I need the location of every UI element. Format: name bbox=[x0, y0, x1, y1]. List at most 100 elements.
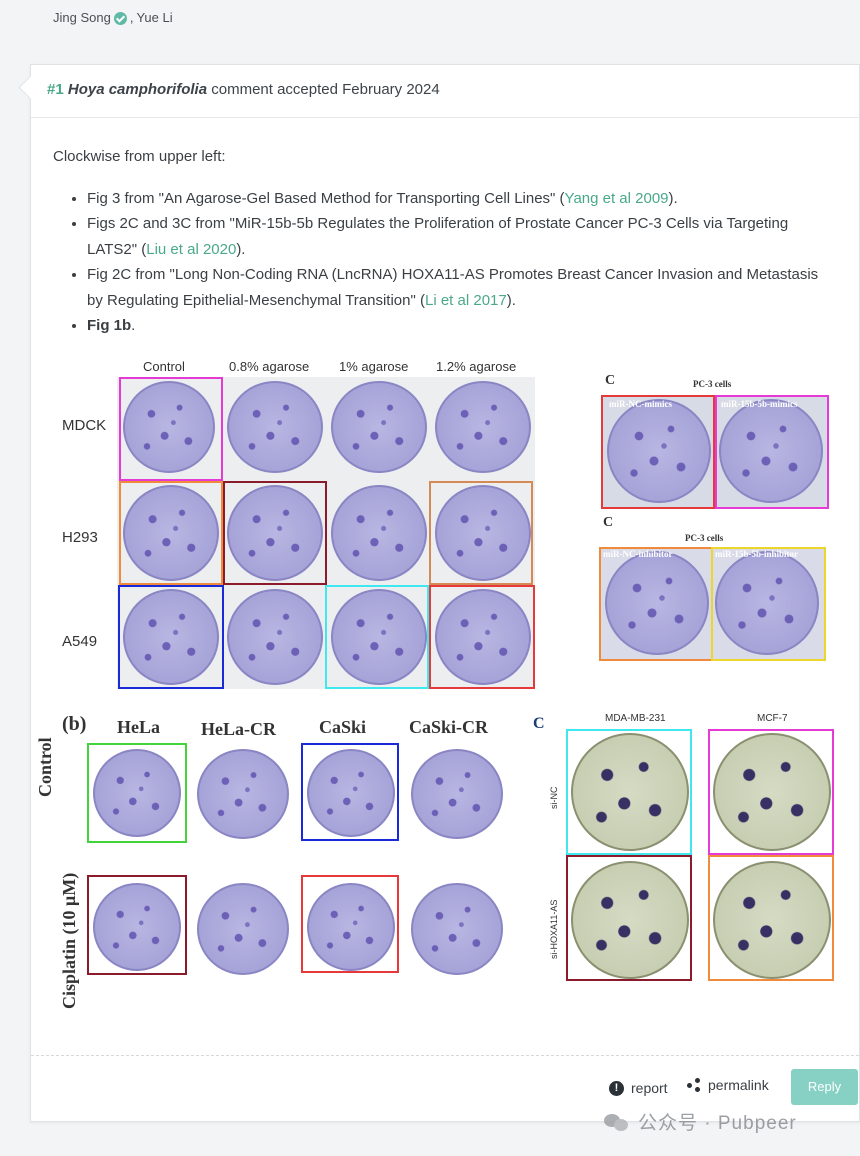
dish-image bbox=[197, 749, 289, 839]
highlight-box bbox=[708, 729, 834, 855]
row-label: H293 bbox=[62, 529, 98, 546]
comment-card: #1 Hoya camphorifolia comment accepted F… bbox=[30, 64, 860, 1122]
highlight-box bbox=[429, 481, 533, 585]
comment-footer: ! report permalink Reply bbox=[31, 1055, 859, 1121]
dish-image bbox=[197, 883, 289, 975]
report-label: report bbox=[631, 1080, 668, 1096]
dish-image bbox=[435, 381, 531, 473]
watermark: 公众号 · Pubpeer bbox=[604, 1108, 797, 1135]
highlight-box bbox=[601, 395, 715, 509]
panel-title: PC-3 cells bbox=[693, 379, 732, 389]
col-label: 1% agarose bbox=[339, 359, 409, 374]
authors: Jing Song , Yue Li bbox=[53, 10, 173, 25]
highlight-box bbox=[711, 547, 826, 661]
row-label: MDCK bbox=[62, 417, 107, 434]
list-item: Fig 3 from "An Agarose-Gel Based Method … bbox=[87, 186, 837, 212]
reply-button[interactable]: Reply bbox=[791, 1069, 858, 1105]
highlight-box bbox=[223, 481, 327, 585]
dish-image bbox=[435, 589, 531, 685]
comment-status: comment accepted February 2024 bbox=[211, 81, 440, 98]
exclamation-icon: ! bbox=[609, 1080, 624, 1096]
panel-letter: (b) bbox=[62, 713, 87, 735]
highlight-box bbox=[715, 395, 829, 509]
col-label: HeLa-CR bbox=[201, 719, 276, 739]
row-label: si-NC bbox=[549, 786, 559, 810]
author-link[interactable]: Jing Song bbox=[53, 10, 111, 25]
panel-letter: C bbox=[533, 715, 545, 732]
dish-image bbox=[227, 381, 323, 473]
dish-image bbox=[411, 883, 503, 975]
panel-letter: C bbox=[605, 373, 616, 388]
col-label: 1.2% agarose bbox=[436, 359, 517, 374]
panel-label: miR-NC-mimics bbox=[609, 399, 672, 409]
panel-label: miR-NC-inhibitor bbox=[603, 549, 673, 559]
dish-image bbox=[123, 381, 215, 473]
dish-image bbox=[93, 883, 181, 971]
dish-image bbox=[227, 485, 323, 581]
dish-image bbox=[713, 733, 831, 851]
panel-letter: C bbox=[603, 515, 614, 530]
highlight-box bbox=[87, 875, 187, 975]
citation-link[interactable]: Liu et al 2020 bbox=[146, 240, 237, 258]
highlight-box bbox=[87, 743, 187, 843]
col-label: MDA-MB-231 bbox=[605, 713, 666, 724]
col-label: 0.8% agarose bbox=[229, 359, 310, 374]
col-label: Control bbox=[143, 359, 185, 374]
dish-image bbox=[123, 589, 219, 685]
author-link[interactable]: Yue Li bbox=[136, 10, 173, 25]
row-label: Control bbox=[35, 737, 55, 797]
dish-image bbox=[331, 589, 427, 685]
dish-image bbox=[411, 749, 503, 839]
col-label: HeLa bbox=[117, 717, 160, 737]
comment-intro: Clockwise from upper left: bbox=[53, 148, 226, 165]
dish-image bbox=[715, 551, 819, 655]
highlight-box bbox=[325, 585, 429, 689]
panel-title: PC-3 cells bbox=[685, 533, 724, 543]
col-label: CaSki bbox=[319, 717, 367, 737]
dish-image bbox=[331, 381, 427, 473]
permalink-label: permalink bbox=[708, 1077, 769, 1093]
comment-header: #1 Hoya camphorifolia comment accepted F… bbox=[31, 65, 859, 118]
dish-image bbox=[435, 485, 531, 581]
dish-image bbox=[93, 749, 181, 837]
dish-image bbox=[605, 551, 709, 655]
report-link[interactable]: ! report bbox=[609, 1080, 668, 1096]
comment-author: Hoya camphorifolia bbox=[67, 81, 208, 98]
row-label: Cisplatin (10 μM) bbox=[59, 872, 79, 1009]
highlight-box bbox=[566, 855, 692, 981]
highlight-box bbox=[301, 743, 399, 841]
comment-number[interactable]: #1 bbox=[47, 81, 64, 98]
row-label: A549 bbox=[62, 633, 98, 650]
highlight-box bbox=[301, 875, 399, 973]
highlight-box bbox=[119, 377, 223, 481]
source-list: Fig 3 from "An Agarose-Gel Based Method … bbox=[87, 186, 837, 339]
highlight-box bbox=[118, 585, 224, 689]
highlight-box bbox=[566, 729, 692, 855]
dish-image bbox=[571, 861, 689, 979]
list-item: Fig 2C from "Long Non-Coding RNA (LncRNA… bbox=[87, 262, 837, 313]
citation-link[interactable]: Yang et al 2009 bbox=[564, 189, 669, 207]
citation-link[interactable]: Li et al 2017 bbox=[424, 291, 507, 309]
verified-icon bbox=[113, 12, 127, 25]
dish-image bbox=[713, 861, 831, 979]
col-label: MCF-7 bbox=[757, 713, 788, 724]
dish-image bbox=[571, 733, 689, 851]
permalink-link[interactable]: permalink bbox=[687, 1077, 769, 1093]
comparison-figure: Control 0.8% agarose 1% agarose 1.2% aga… bbox=[31, 355, 860, 1055]
dish-image bbox=[331, 485, 427, 581]
dish-image bbox=[123, 485, 219, 581]
highlight-box bbox=[119, 481, 223, 585]
list-item: Fig 1b. bbox=[87, 313, 837, 339]
col-label: CaSki-CR bbox=[409, 717, 489, 737]
highlight-box bbox=[708, 855, 834, 981]
highlight-box bbox=[429, 585, 535, 689]
list-item: Figs 2C and 3C from "MiR-15b-5b Regulate… bbox=[87, 211, 837, 262]
panel-label: miR-15b-5b-inhibitor bbox=[715, 549, 799, 559]
wechat-icon bbox=[604, 1112, 630, 1132]
share-icon bbox=[687, 1078, 701, 1092]
dish-image bbox=[307, 749, 395, 837]
dish-image bbox=[227, 589, 323, 685]
comment-body: Clockwise from upper left: Fig 3 from "A… bbox=[31, 118, 859, 339]
highlight-box bbox=[599, 547, 713, 661]
dish-image bbox=[307, 883, 395, 971]
